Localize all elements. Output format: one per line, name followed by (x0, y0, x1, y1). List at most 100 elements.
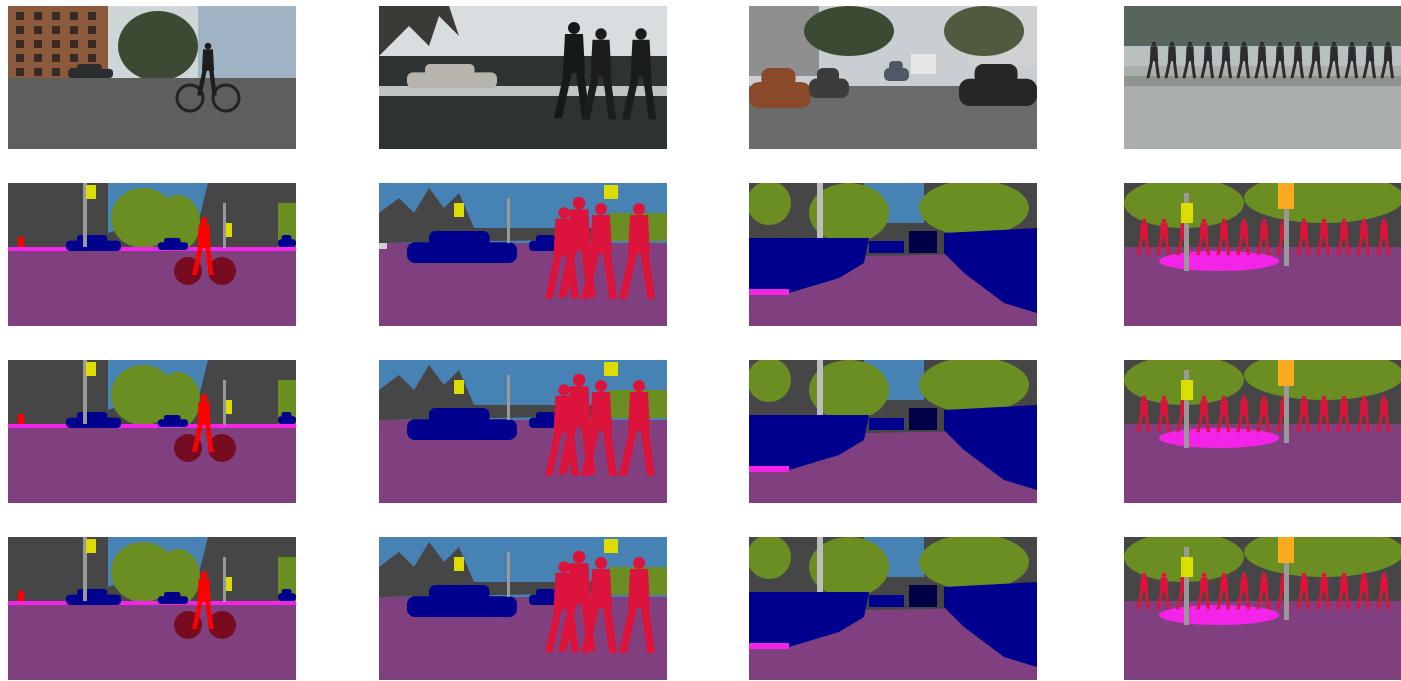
segmentation-a-crowd-plaza (1124, 183, 1401, 326)
rider-region (18, 591, 24, 601)
person-region (1196, 218, 1211, 256)
tile-canvas (8, 183, 296, 326)
car-region (407, 408, 517, 440)
tile-canvas (1124, 537, 1401, 680)
bicycle-region (208, 257, 236, 285)
building-window (52, 12, 60, 20)
tile-canvas (8, 6, 296, 149)
vegetation-region (809, 537, 889, 597)
road-surface (8, 78, 296, 149)
car (68, 64, 113, 78)
pole-region (507, 375, 510, 420)
vegetation-region (749, 360, 791, 402)
person-region (1216, 395, 1231, 433)
person-region (1236, 395, 1251, 433)
segmentation-c-crowd-plaza (1124, 537, 1401, 680)
rider-region (192, 571, 214, 629)
building-window (16, 12, 24, 20)
pole-region (817, 537, 823, 597)
person-region (1356, 395, 1371, 433)
vegetation-region (809, 360, 889, 420)
pole-region (83, 537, 87, 601)
traffic-sign-region (604, 185, 618, 199)
person-region (1336, 395, 1351, 433)
road-glare (379, 86, 667, 96)
car-region (944, 228, 1037, 313)
car-region (749, 415, 869, 472)
segmentation-a-cyclist-intersection (8, 183, 296, 326)
pedestrian (582, 28, 617, 120)
truck-region (909, 585, 937, 607)
pole-region (817, 360, 823, 420)
segmentation-c-parked-cars-street (749, 537, 1037, 680)
crowd-person (1362, 41, 1377, 79)
pedestrian (554, 22, 590, 118)
tree-canopy (1124, 6, 1401, 46)
dark-car (959, 64, 1037, 106)
car-region (278, 235, 296, 247)
bicycle-region (208, 611, 236, 639)
pedestrian (622, 28, 657, 120)
person-region (1376, 395, 1391, 433)
person-region (1256, 395, 1271, 433)
silver-car (407, 64, 497, 88)
crowd-person (1164, 41, 1179, 79)
person-region (581, 380, 617, 476)
building-window (52, 54, 60, 62)
building-window (16, 26, 24, 34)
person-region (1296, 572, 1311, 610)
car-region (869, 241, 904, 253)
pole-region (83, 183, 87, 247)
person-region (1196, 572, 1211, 610)
person-region (1336, 218, 1351, 256)
pole-region (1184, 193, 1189, 271)
building-window (70, 12, 78, 20)
car-region (944, 582, 1037, 667)
building-window (88, 12, 96, 20)
car-region (749, 238, 869, 295)
vegetation-region (156, 195, 200, 251)
person-region (1216, 218, 1231, 256)
tile-canvas (1124, 183, 1401, 326)
traffic-light-region (1278, 183, 1294, 209)
person-region (1156, 395, 1171, 433)
car-region (278, 412, 296, 424)
crowd-person (1272, 41, 1287, 79)
parked-car (809, 68, 849, 98)
person-region (1356, 218, 1371, 256)
person-region (581, 557, 617, 653)
crowd-person (1380, 41, 1395, 79)
building-window (88, 40, 96, 48)
car-region (869, 595, 904, 607)
tile-canvas (8, 360, 296, 503)
person-region (545, 384, 580, 476)
input-image-pedestrians-crossing (379, 6, 667, 149)
building-window (34, 26, 42, 34)
building-window (16, 68, 24, 76)
building-window (34, 54, 42, 62)
pole-region (507, 198, 510, 243)
vegetation-region (919, 537, 1029, 590)
person-region (1236, 218, 1251, 256)
building-window (88, 54, 96, 62)
gothic-building (379, 6, 459, 56)
person-region (1136, 572, 1151, 610)
car-region (407, 585, 517, 617)
input-image-cyclist-intersection (8, 6, 296, 149)
person-region (1196, 395, 1211, 433)
input-image-parked-cars-street (749, 6, 1037, 149)
segmentation-b-pedestrians-crossing (379, 360, 667, 503)
traffic-sign-region (1181, 557, 1193, 577)
crowd-person (1254, 41, 1269, 79)
building-left (749, 6, 819, 76)
sidewalk-region (749, 643, 789, 649)
traffic-sign-region (226, 577, 232, 591)
pole-region (223, 203, 226, 248)
road-strip (1124, 76, 1401, 86)
person-region (1336, 572, 1351, 610)
person-region (1356, 572, 1371, 610)
tile-canvas (379, 537, 667, 680)
truck-region (909, 408, 937, 430)
road-region (8, 603, 296, 680)
rider-region (192, 394, 214, 452)
